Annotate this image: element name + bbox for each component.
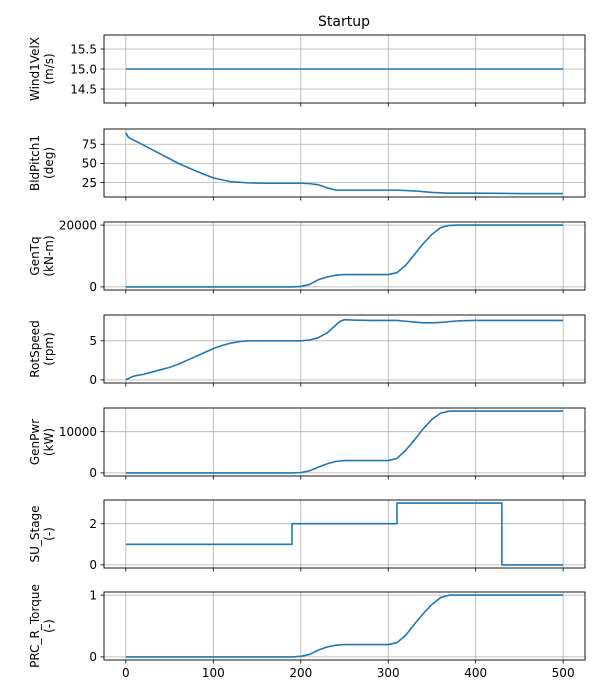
series-line-su-stage xyxy=(125,502,564,566)
y-axis-label-line: (kN-m) xyxy=(42,235,56,276)
panels-group: 14.515.015.5Wind1VelX(m/s)255075BldPitch… xyxy=(28,34,586,680)
y-tick-label: 50 xyxy=(82,157,97,171)
y-tick-label: 10000 xyxy=(59,425,97,439)
series-line-genpwr xyxy=(125,410,564,474)
y-axis-label-line: (-) xyxy=(42,619,56,633)
panel-bldpitch1: 25 50 75 BldPitch1(deg) xyxy=(28,128,586,201)
y-tick-label: 0 xyxy=(89,280,97,294)
plot-frame xyxy=(103,499,586,569)
x-tick-label: 100 xyxy=(202,666,225,680)
x-tick-label: 400 xyxy=(464,666,487,680)
y-axis-label-line: PRC_R_Torque xyxy=(28,584,42,668)
y-axis-label-line: (m/s) xyxy=(42,53,56,84)
panel-su-stage: 0 2 SU_Stage(-) xyxy=(28,499,586,572)
y-axis-label-line: (rpm) xyxy=(42,332,56,366)
x-tick-label: 0 xyxy=(122,666,130,680)
y-tick-label: 5 xyxy=(89,334,97,348)
y-tick-label: 0 xyxy=(89,558,97,572)
x-tick-label: 200 xyxy=(289,666,312,680)
y-tick-label: 15.5 xyxy=(70,42,97,56)
plot-frame xyxy=(103,591,586,661)
y-tick-label: 0 xyxy=(89,650,97,664)
y-axis-label: SU_Stage(-) xyxy=(28,505,56,562)
y-tick-label: 25 xyxy=(82,176,97,190)
plot-frame xyxy=(103,407,586,477)
y-axis-label-line: GenPwr xyxy=(28,419,42,465)
y-tick-label: 15.0 xyxy=(70,62,97,76)
series-line-prc-r-torque xyxy=(125,594,564,658)
y-axis-label: GenTq(kN-m) xyxy=(28,235,56,276)
y-axis-label-line: (-) xyxy=(42,527,56,541)
series-line-rotspeed xyxy=(125,318,564,381)
y-tick-label: 75 xyxy=(82,138,97,152)
plot-frame xyxy=(103,34,586,104)
x-tick-label: 300 xyxy=(377,666,400,680)
x-tick-label: 500 xyxy=(552,666,575,680)
y-tick-label: 20000 xyxy=(59,218,97,232)
y-tick-label: 2 xyxy=(89,517,97,531)
y-axis-label: GenPwr(kW) xyxy=(28,419,56,465)
y-axis-label-line: GenTq xyxy=(28,236,42,275)
y-axis-label: BldPitch1(deg) xyxy=(28,135,56,191)
y-tick-label: 14.5 xyxy=(70,82,97,96)
y-axis-label-line: (kW) xyxy=(42,428,56,456)
plot-frame xyxy=(103,314,586,384)
series-line-gentq xyxy=(125,224,564,288)
plot-frame xyxy=(103,221,586,291)
chart-title: Startup xyxy=(318,14,370,30)
y-axis-label-line: Wind1VelX xyxy=(28,37,42,101)
y-axis-label-line: RotSpeed xyxy=(28,320,42,377)
y-tick-label: 1 xyxy=(89,588,97,602)
plot-frame xyxy=(103,128,586,198)
y-axis-label-line: BldPitch1 xyxy=(28,135,42,191)
panel-rotspeed: 0 5 RotSpeed(rpm) xyxy=(28,314,586,387)
panel-wind1velx: 14.5 15.0 15.5 Wind1VelX(m/s) xyxy=(28,34,586,107)
y-axis-label-line: SU_Stage xyxy=(28,505,42,562)
y-axis-label: PRC_R_Torque(-) xyxy=(28,584,56,668)
y-tick-label: 0 xyxy=(89,373,97,387)
panel-prc-r-torque: 0 100 200 300 400 500 0 1 PRC_R_Torque(-) xyxy=(28,584,586,680)
y-axis-label: Wind1VelX(m/s) xyxy=(28,37,56,101)
y-axis-label: RotSpeed(rpm) xyxy=(28,320,56,377)
y-axis-label-line: (deg) xyxy=(42,147,56,179)
y-tick-label: 0 xyxy=(89,466,97,480)
series-line-bldpitch1 xyxy=(125,132,564,195)
